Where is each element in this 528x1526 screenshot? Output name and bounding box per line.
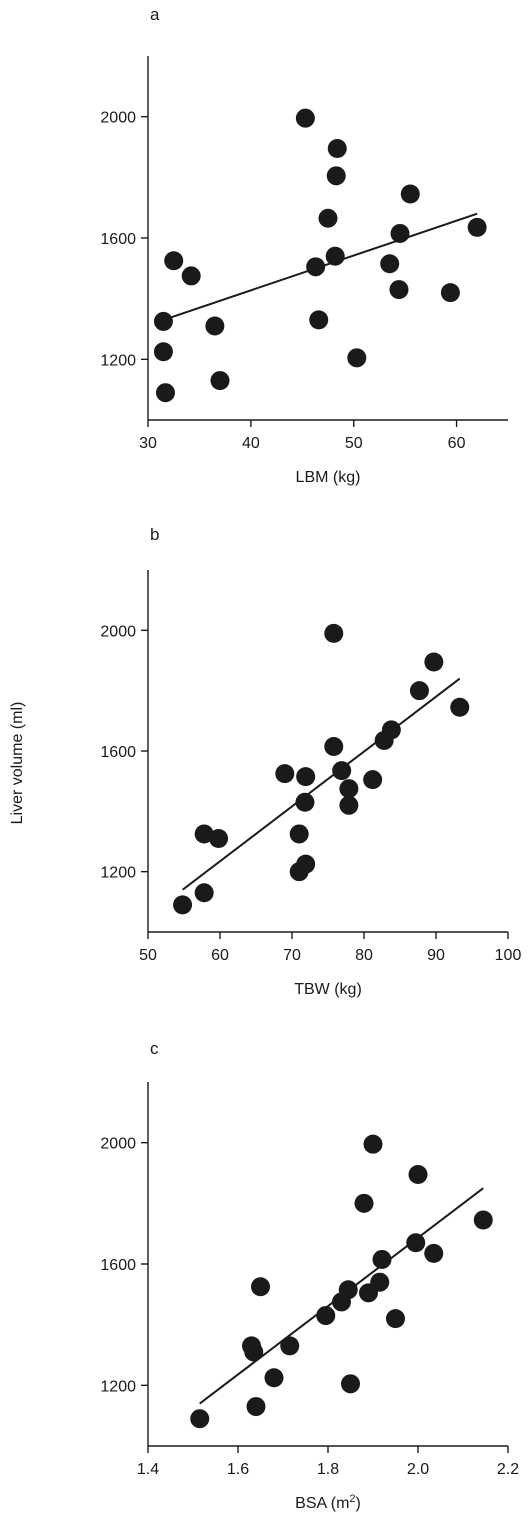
data-point (296, 854, 316, 874)
scatter-panels: a 30 40 50 60 1200 1600 2000 LBM (kg) b 50 60 70 80 90… (100, 5, 521, 1512)
x-tick-label: 30 (139, 435, 157, 452)
data-point (389, 280, 409, 300)
y-tick-label: 1200 (100, 1378, 136, 1395)
panel-b: b 50 60 70 80 90 100 1200 1600 2000 TBW (kg) (100, 525, 521, 998)
x-tick-label: 60 (211, 947, 229, 964)
data-point (326, 166, 346, 186)
data-point (181, 266, 201, 286)
x-tick-label: 2.2 (497, 1461, 519, 1478)
x-tick-label: 2.0 (407, 1461, 429, 1478)
y-tick-label: 1600 (100, 231, 136, 248)
data-point (400, 184, 420, 204)
x-tick-label: 40 (242, 435, 260, 452)
data-point (372, 1249, 392, 1269)
data-point (316, 1306, 336, 1326)
panel-a: a 30 40 50 60 1200 1600 2000 LBM (kg) (100, 5, 508, 486)
data-point (194, 824, 214, 844)
y-tick-label: 1200 (100, 865, 136, 882)
data-point (409, 681, 429, 701)
data-point (264, 1368, 284, 1388)
data-point (467, 217, 487, 237)
data-point (440, 283, 460, 303)
data-point (209, 828, 229, 848)
x-axis-title: BSA (m2) (295, 1493, 361, 1512)
x-tick-label: 70 (283, 947, 301, 964)
data-point (380, 254, 400, 274)
data-point (153, 342, 173, 362)
data-point (244, 1342, 264, 1362)
data-point (295, 108, 315, 128)
data-point (318, 208, 338, 228)
panel-letter: c (150, 1039, 159, 1058)
x-tick-label: 1.4 (137, 1461, 159, 1478)
data-point (347, 348, 367, 368)
panel-letter: b (150, 525, 159, 544)
data-point (325, 246, 345, 266)
data-point (324, 623, 344, 643)
data-point (363, 1134, 383, 1154)
shared-y-axis-label: Liver volume (ml) (9, 702, 26, 825)
data-point (251, 1277, 270, 1297)
panel-letter: a (150, 5, 160, 24)
x-axis-title: LBM (kg) (296, 469, 361, 486)
data-point (406, 1233, 426, 1253)
x-axis-title: TBW (kg) (294, 981, 362, 998)
data-point (354, 1193, 374, 1213)
data-point (210, 371, 230, 391)
data-point (386, 1309, 405, 1329)
data-point (424, 1243, 444, 1263)
x-tick-label: 60 (448, 435, 466, 452)
data-point (153, 311, 173, 331)
x-tick-label: 90 (427, 947, 445, 964)
data-point (381, 720, 401, 740)
data-point (339, 779, 359, 799)
data-point (408, 1165, 428, 1185)
y-tick-label: 2000 (100, 623, 136, 640)
data-point (275, 764, 295, 784)
data-point (363, 770, 383, 790)
y-tick-label: 2000 (100, 1136, 136, 1153)
data-point (327, 139, 347, 159)
data-point (473, 1210, 493, 1230)
data-point (289, 824, 309, 844)
data-point (155, 383, 175, 403)
data-point (339, 795, 359, 815)
x-tick-label: 80 (355, 947, 373, 964)
data-point (295, 792, 315, 812)
data-point (246, 1397, 266, 1417)
data-point (309, 310, 329, 330)
y-tick-label: 2000 (100, 110, 136, 127)
data-point (332, 761, 352, 781)
data-point (390, 223, 410, 243)
data-point (194, 883, 214, 903)
data-point (164, 251, 184, 271)
data-point (324, 736, 344, 756)
data-point (450, 697, 470, 717)
data-point (173, 895, 193, 915)
panel-c: c 1.4 1.6 1.8 2.0 2.2 1200 1600 2000 BSA (m2) (100, 1039, 519, 1512)
regression-line (181, 677, 461, 891)
y-tick-label: 1600 (100, 1257, 136, 1274)
data-point (424, 652, 444, 672)
data-point (190, 1409, 210, 1429)
x-tick-label: 1.8 (317, 1461, 339, 1478)
x-tick-label: 100 (495, 947, 522, 964)
data-point (205, 316, 225, 336)
y-tick-label: 1600 (100, 744, 136, 761)
x-tick-label: 1.6 (227, 1461, 249, 1478)
data-point (370, 1272, 390, 1292)
data-point (280, 1336, 300, 1356)
data-point (296, 767, 316, 787)
data-point (306, 257, 326, 277)
data-point (338, 1280, 358, 1300)
data-point (341, 1374, 360, 1394)
x-tick-label: 50 (139, 947, 157, 964)
x-tick-label: 50 (345, 435, 363, 452)
y-tick-label: 1200 (100, 352, 136, 369)
